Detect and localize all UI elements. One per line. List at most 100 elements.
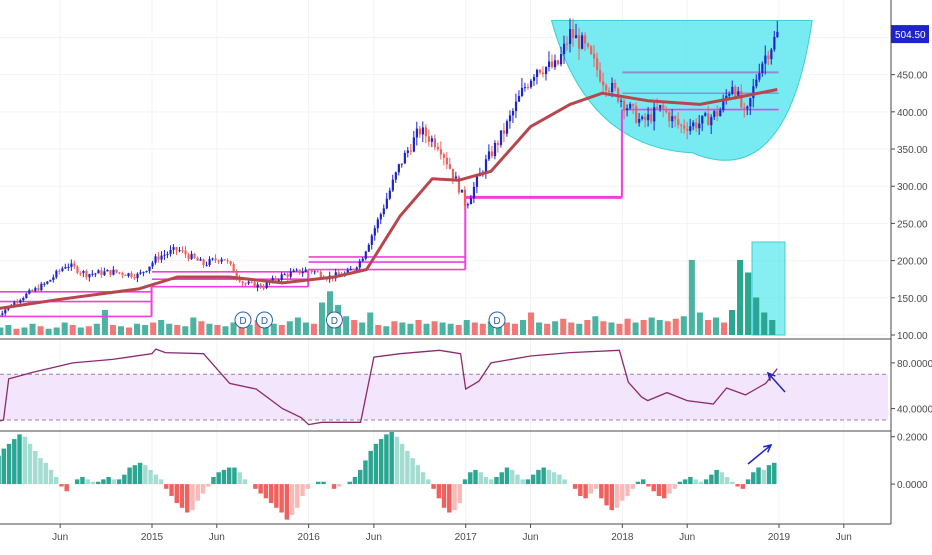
x-tick-label: Jun [836,532,852,543]
candle-body [485,159,487,173]
y-tick-label: 350.00 [897,145,928,156]
x-tick-label: 2015 [141,532,164,543]
volume-bar [729,310,735,335]
volume-bar [311,324,317,335]
candle-body [100,270,102,275]
volume-bar [343,316,349,335]
candle-body [608,91,610,92]
histogram-bar [746,479,750,484]
candle-body [130,273,132,277]
volume-bar [190,318,196,336]
candle-body [245,283,247,284]
volume-bar [769,320,775,335]
volume-bar [94,324,100,335]
candle-body [91,274,93,275]
volume-bar [464,320,470,335]
candle-body [713,111,715,117]
volume-bar [440,323,446,336]
candle-body [377,219,379,228]
volume-bar [641,320,647,335]
dividend-marker-label: D [493,316,500,327]
candle-body [509,115,511,121]
volume-bar [391,321,397,335]
x-tick-label: Jun [679,532,695,543]
candle-body [470,198,472,204]
candle-body [554,60,556,67]
candle-body [398,164,400,172]
histogram-bar [662,484,666,498]
histogram-bar [106,477,110,484]
histogram-bar [96,482,100,484]
candle-body [395,172,397,179]
candle-body [166,254,168,255]
histogram-bar [494,477,498,484]
histogram-bar [23,437,27,484]
candle-body [73,264,75,267]
volume-bar [174,325,180,335]
histogram-bar [28,444,32,484]
candle-body [389,191,391,199]
candle-body [611,83,613,92]
histogram-bar [321,482,325,484]
candle-body [749,98,751,106]
candle-body [764,56,766,64]
candle-body [437,147,439,149]
candle-body [109,270,111,275]
histogram-bar [410,458,414,484]
candle-body [674,116,676,119]
volume-bar [5,325,11,335]
candle-body [431,138,433,141]
volume-bar [102,310,108,335]
histogram-bar [520,479,524,484]
volume-bar [721,323,727,336]
volume-bar [399,323,405,336]
candle-body [476,176,478,187]
candle-body [518,96,520,102]
candle-body [704,113,706,115]
candle-body [665,109,667,112]
candle-body [392,180,394,191]
candle-body [761,64,763,73]
histogram-bar [17,434,21,484]
histogram-tick-label: 0.2000 [897,433,928,444]
candle-body [449,164,451,169]
y-tick-label: 450.00 [897,71,928,82]
volume-bar [279,325,285,335]
histogram-bar [473,470,477,484]
histogram-bar [562,479,566,484]
volume-bar [432,321,438,335]
candle-body [566,44,568,45]
candle-body [139,272,141,273]
histogram-bar [295,484,299,508]
histogram-bar [196,484,200,501]
x-tick-label: Jun [52,532,68,543]
histogram-bar [468,472,472,484]
candle-body [58,271,60,272]
volume-bar [231,323,237,336]
histogram-bar [416,465,420,484]
histogram-bar [85,479,89,484]
histogram-bar [641,479,645,484]
candle-body [653,107,655,121]
candle-body [121,273,123,275]
candle-body [680,125,682,126]
volume-bar [608,323,614,336]
candle-body [242,282,244,284]
candle-body [254,282,256,288]
histogram-bar [332,484,336,489]
histogram-bar [421,472,425,484]
candle-body [491,151,493,156]
histogram-bar [348,482,352,484]
volume-bar [110,325,116,335]
histogram-tick-label: 0.0000 [897,480,928,491]
y-tick-label: 150.00 [897,294,928,305]
histogram-bar [636,482,640,484]
histogram-bar [426,479,430,484]
candle-body [692,123,694,127]
candle-body [248,282,250,284]
volume-bar [214,325,220,335]
candle-body [97,270,99,273]
histogram-bar [112,479,116,484]
